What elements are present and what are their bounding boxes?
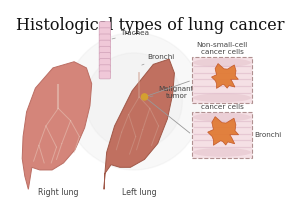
Circle shape (141, 94, 148, 100)
Circle shape (65, 33, 203, 170)
FancyBboxPatch shape (192, 112, 252, 158)
Text: Left lung: Left lung (122, 188, 157, 196)
FancyBboxPatch shape (99, 28, 111, 36)
Ellipse shape (193, 148, 251, 157)
FancyBboxPatch shape (192, 57, 252, 103)
Text: Malignant
tumor: Malignant tumor (150, 86, 194, 99)
Ellipse shape (193, 93, 251, 102)
Text: Trachea: Trachea (112, 30, 149, 39)
Text: Non-small-cell
cancer cells: Non-small-cell cancer cells (196, 42, 248, 55)
FancyBboxPatch shape (99, 40, 111, 48)
Ellipse shape (193, 58, 251, 67)
FancyBboxPatch shape (99, 59, 111, 67)
Circle shape (85, 53, 182, 150)
Text: Bronchi: Bronchi (254, 132, 282, 138)
Text: Right lung: Right lung (38, 188, 79, 196)
FancyBboxPatch shape (99, 46, 111, 54)
FancyBboxPatch shape (99, 34, 111, 42)
Text: Histological types of lung cancer: Histological types of lung cancer (16, 17, 284, 34)
Ellipse shape (193, 113, 251, 122)
Polygon shape (104, 59, 174, 189)
Text: Bronchi: Bronchi (142, 54, 174, 65)
Text: Small-cell
cancer cells: Small-cell cancer cells (200, 97, 243, 110)
FancyBboxPatch shape (99, 71, 111, 79)
Polygon shape (22, 62, 92, 189)
Polygon shape (208, 117, 239, 145)
FancyBboxPatch shape (99, 52, 111, 60)
FancyBboxPatch shape (99, 65, 111, 73)
Polygon shape (212, 63, 239, 88)
FancyBboxPatch shape (99, 22, 111, 30)
